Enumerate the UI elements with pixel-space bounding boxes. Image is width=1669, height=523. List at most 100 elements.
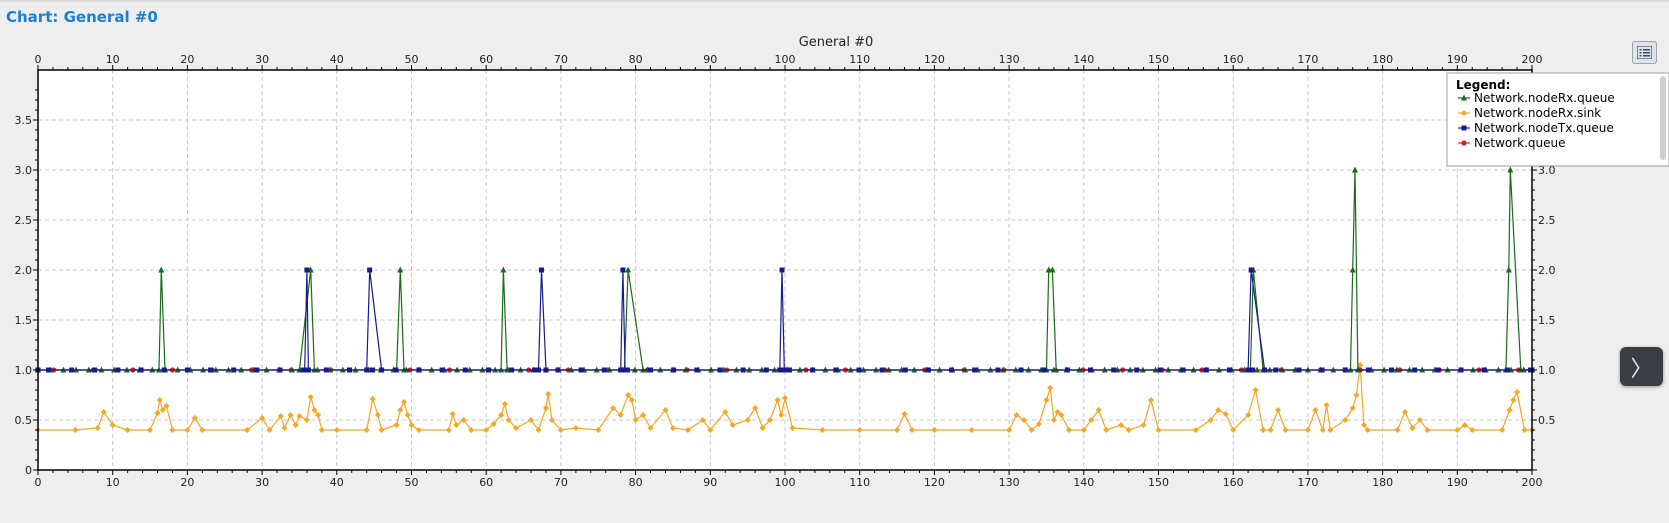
- x-tick-label-top: 70: [554, 53, 568, 66]
- data-point: [1304, 427, 1311, 433]
- data-point: [610, 405, 617, 411]
- data-point: [1080, 427, 1087, 433]
- x-tick-label-top: 170: [1297, 53, 1318, 66]
- x-tick-label-top: 20: [180, 53, 194, 66]
- y-tick-label-left: 3.0: [15, 164, 33, 177]
- data-point: [158, 266, 165, 273]
- x-tick-label-bottom: 190: [1447, 476, 1468, 489]
- baseline-point: [810, 367, 816, 373]
- x-tick-label-bottom: 20: [180, 476, 194, 489]
- x-tick-label-bottom: 180: [1372, 476, 1393, 489]
- y-tick-label-left: 0.5: [15, 414, 33, 427]
- data-point: [378, 427, 385, 433]
- data-point: [595, 427, 602, 433]
- series-layer: [35, 166, 1535, 433]
- legend-item: Network.nodeTx.queue: [1458, 121, 1614, 135]
- data-point: [401, 399, 408, 405]
- baseline-point: [786, 367, 792, 373]
- data-point: [1349, 266, 1356, 273]
- data-point: [1065, 427, 1072, 433]
- baseline-point: [740, 367, 746, 373]
- data-point: [538, 267, 544, 273]
- data-point: [468, 427, 475, 433]
- baseline-point: [92, 367, 98, 373]
- legend-item: Network.nodeRx.queue: [1458, 91, 1615, 105]
- data-point: [369, 396, 376, 402]
- data-point: [483, 427, 490, 433]
- data-point: [1118, 422, 1125, 428]
- data-point: [1469, 427, 1476, 433]
- baseline-point: [1528, 367, 1534, 373]
- data-point: [752, 405, 759, 411]
- baseline-point: [208, 367, 214, 373]
- data-point: [662, 407, 669, 413]
- legend-toggle-button[interactable]: [1632, 41, 1657, 64]
- top-border: [0, 0, 1669, 2]
- x-tick-label-top: 30: [255, 53, 269, 66]
- page-title: Chart: General #0: [6, 8, 158, 26]
- data-point: [303, 417, 310, 423]
- baseline-point: [1435, 367, 1441, 373]
- data-point: [1416, 417, 1423, 423]
- baseline-point: [1365, 367, 1371, 373]
- data-point: [266, 427, 273, 433]
- data-point: [199, 427, 206, 433]
- data-point: [374, 412, 381, 418]
- data-point: [968, 427, 975, 433]
- x-tick-label-top: 190: [1447, 53, 1468, 66]
- data-point: [722, 409, 729, 415]
- x-tick-label-top: 10: [106, 53, 120, 66]
- data-point: [1035, 421, 1042, 427]
- data-point: [1510, 397, 1517, 403]
- data-point: [1323, 402, 1330, 408]
- data-point: [311, 407, 318, 413]
- y-tick-label-right: 3.0: [1538, 164, 1556, 177]
- data-point: [364, 367, 370, 373]
- x-tick-label-top: 110: [849, 53, 870, 66]
- data-point: [620, 267, 626, 273]
- x-tick-label-bottom: 130: [999, 476, 1020, 489]
- baseline-point: [555, 367, 561, 373]
- data-point: [632, 417, 639, 423]
- baseline-point: [1412, 367, 1418, 373]
- legend-swatch-marker: [1461, 94, 1467, 101]
- data-point: [535, 427, 542, 433]
- x-tick-label-top: 90: [703, 53, 717, 66]
- baseline-point: [370, 367, 376, 373]
- baseline-point: [578, 367, 584, 373]
- x-tick-label-top: 40: [330, 53, 344, 66]
- data-point: [894, 427, 901, 433]
- data-point: [759, 425, 766, 431]
- x-tick-label-bottom: 60: [479, 476, 493, 489]
- legend-swatch-marker: [1461, 125, 1467, 131]
- legend-label: Network.nodeRx.queue: [1474, 91, 1615, 105]
- x-tick-label-top: 0: [35, 53, 42, 66]
- legend-swatch-marker: [1461, 140, 1467, 146]
- next-chart-button[interactable]: 〉: [1620, 347, 1663, 386]
- data-point: [548, 417, 555, 423]
- baseline-point: [601, 367, 607, 373]
- baseline-point: [1458, 367, 1464, 373]
- data-point: [1155, 427, 1162, 433]
- legend-label: Network.nodeTx.queue: [1474, 121, 1614, 135]
- data-point: [1506, 407, 1513, 413]
- x-tick-label-bottom: 200: [1522, 476, 1543, 489]
- data-point: [908, 427, 915, 433]
- x-tick-label-top: 100: [775, 53, 796, 66]
- y-tick-label-right: 2.0: [1538, 264, 1556, 277]
- y-tick-label-left: 0: [25, 464, 32, 477]
- x-tick-label-bottom: 160: [1223, 476, 1244, 489]
- data-point: [397, 407, 404, 413]
- baseline-point: [1203, 367, 1209, 373]
- baseline-point: [671, 367, 677, 373]
- data-point: [1394, 427, 1401, 433]
- data-point: [1507, 166, 1514, 173]
- data-point: [1207, 417, 1214, 423]
- data-point: [543, 367, 549, 373]
- data-point: [1054, 409, 1061, 415]
- baseline-point: [1111, 367, 1117, 373]
- data-point: [1342, 417, 1349, 423]
- data-point: [1461, 422, 1468, 428]
- data-point: [445, 427, 452, 433]
